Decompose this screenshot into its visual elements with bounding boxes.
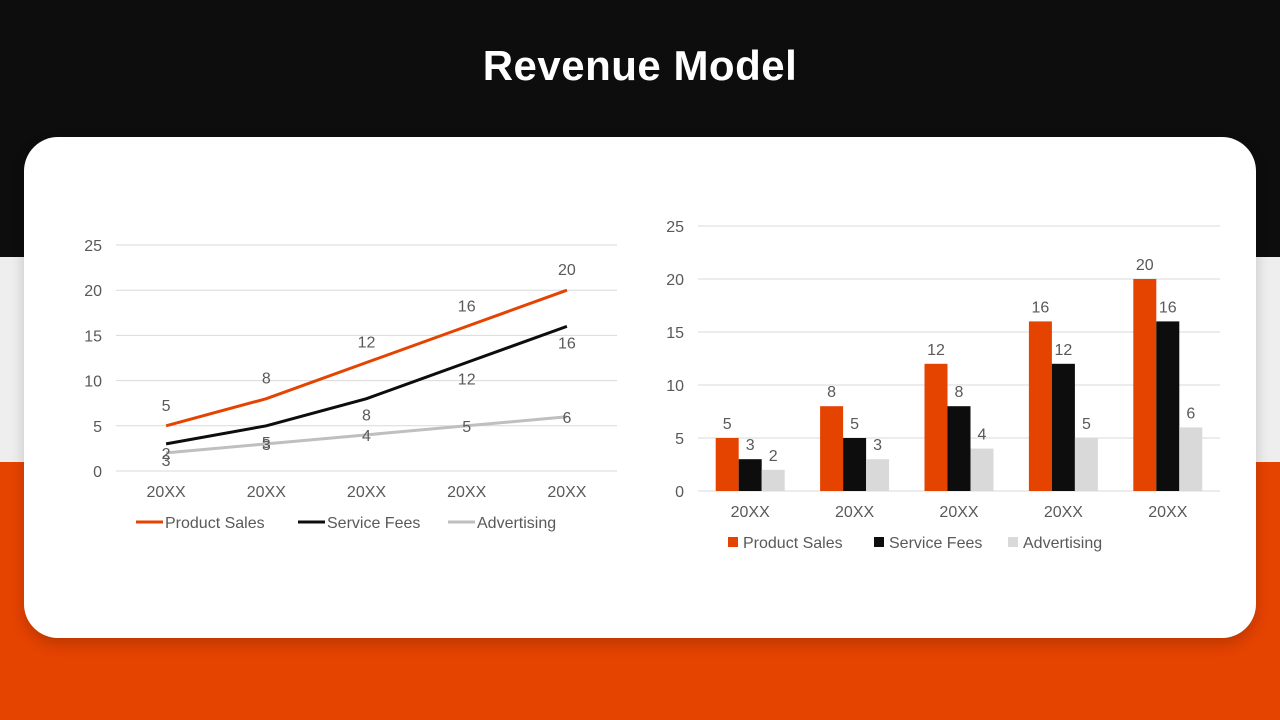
x-tick-label: 20XX [731, 504, 770, 521]
data-label: 16 [558, 335, 576, 352]
legend-label: Advertising [477, 515, 556, 532]
bar [715, 438, 739, 491]
legend-swatch [728, 537, 738, 547]
data-label: 6 [1186, 405, 1195, 422]
y-tick-label: 20 [84, 283, 102, 300]
data-label: 12 [1055, 342, 1073, 359]
bar [970, 448, 994, 491]
data-label: 12 [358, 335, 376, 352]
page-title: Revenue Model [482, 42, 798, 89]
y-tick-label: 0 [675, 484, 684, 501]
data-label: 16 [1159, 299, 1177, 316]
series-line [165, 324, 568, 446]
bar [1051, 363, 1075, 491]
y-tick-label: 15 [666, 325, 684, 342]
bar [738, 459, 762, 491]
line-chart: 0 5 10 15 20 25 20XX 20XX 20XX 20XX 20XX 5 8 12 16 20 3 5… [84, 238, 617, 532]
y-tick-label: 5 [93, 419, 102, 436]
bar [1156, 321, 1180, 491]
data-label: 4 [978, 427, 987, 444]
data-label: 5 [1082, 416, 1091, 433]
y-tick-label: 20 [666, 272, 684, 289]
data-label: 8 [362, 408, 371, 425]
data-label: 6 [562, 410, 571, 427]
y-tick-label: 0 [93, 464, 102, 481]
y-tick-label: 25 [666, 219, 684, 236]
x-tick-label: 20XX [147, 484, 186, 501]
data-label: 5 [723, 416, 732, 433]
y-tick-label: 5 [675, 431, 684, 448]
legend-label: Advertising [1023, 535, 1102, 552]
legend-swatch [874, 537, 884, 547]
data-label: 12 [458, 372, 476, 389]
x-tick-label: 20XX [1148, 504, 1187, 521]
bar [1028, 321, 1052, 491]
data-label: 8 [955, 384, 964, 401]
data-label: 3 [262, 437, 271, 454]
data-label: 8 [827, 384, 836, 401]
bar [924, 363, 948, 491]
data-label: 12 [927, 342, 945, 359]
bar [1074, 438, 1098, 491]
bar [866, 459, 890, 491]
data-label: 5 [850, 416, 859, 433]
bar [820, 406, 844, 491]
y-tick-label: 10 [84, 374, 102, 391]
x-tick-label: 20XX [547, 484, 586, 501]
x-tick-label: 20XX [1044, 504, 1083, 521]
data-label: 5 [162, 398, 171, 415]
data-label: 8 [262, 371, 271, 388]
data-label: 2 [162, 446, 171, 463]
bar [1179, 427, 1203, 491]
legend-swatch [1008, 537, 1018, 547]
legend-label: Product Sales [165, 515, 265, 532]
x-tick-label: 20XX [447, 484, 486, 501]
data-label: 16 [458, 298, 476, 315]
bar [1133, 279, 1157, 491]
legend-label: Service Fees [889, 535, 982, 552]
data-label: 2 [769, 448, 778, 465]
x-tick-label: 20XX [835, 504, 874, 521]
y-tick-label: 10 [666, 378, 684, 395]
x-tick-label: 20XX [939, 504, 978, 521]
y-tick-label: 15 [84, 328, 102, 345]
x-tick-label: 20XX [247, 484, 286, 501]
bar [947, 406, 971, 491]
chart-card: 0 5 10 15 20 25 20XX 20XX 20XX 20XX 20XX 5 8 12 16 20 3 5… [24, 137, 1256, 638]
legend-label: Service Fees [327, 515, 420, 532]
data-label: 4 [362, 428, 371, 445]
data-label: 3 [162, 453, 171, 470]
legend-label: Product Sales [743, 535, 843, 552]
series-line [165, 288, 568, 428]
bar [843, 438, 867, 491]
data-label: 16 [1032, 299, 1050, 316]
y-tick-label: 25 [84, 238, 102, 255]
bar [761, 469, 785, 491]
x-tick-label: 20XX [347, 484, 386, 501]
data-label: 3 [746, 437, 755, 454]
data-label: 20 [1136, 257, 1154, 274]
series-line [165, 415, 568, 455]
data-label: 5 [462, 419, 471, 436]
data-label: 20 [558, 262, 576, 279]
data-label: 3 [873, 437, 882, 454]
